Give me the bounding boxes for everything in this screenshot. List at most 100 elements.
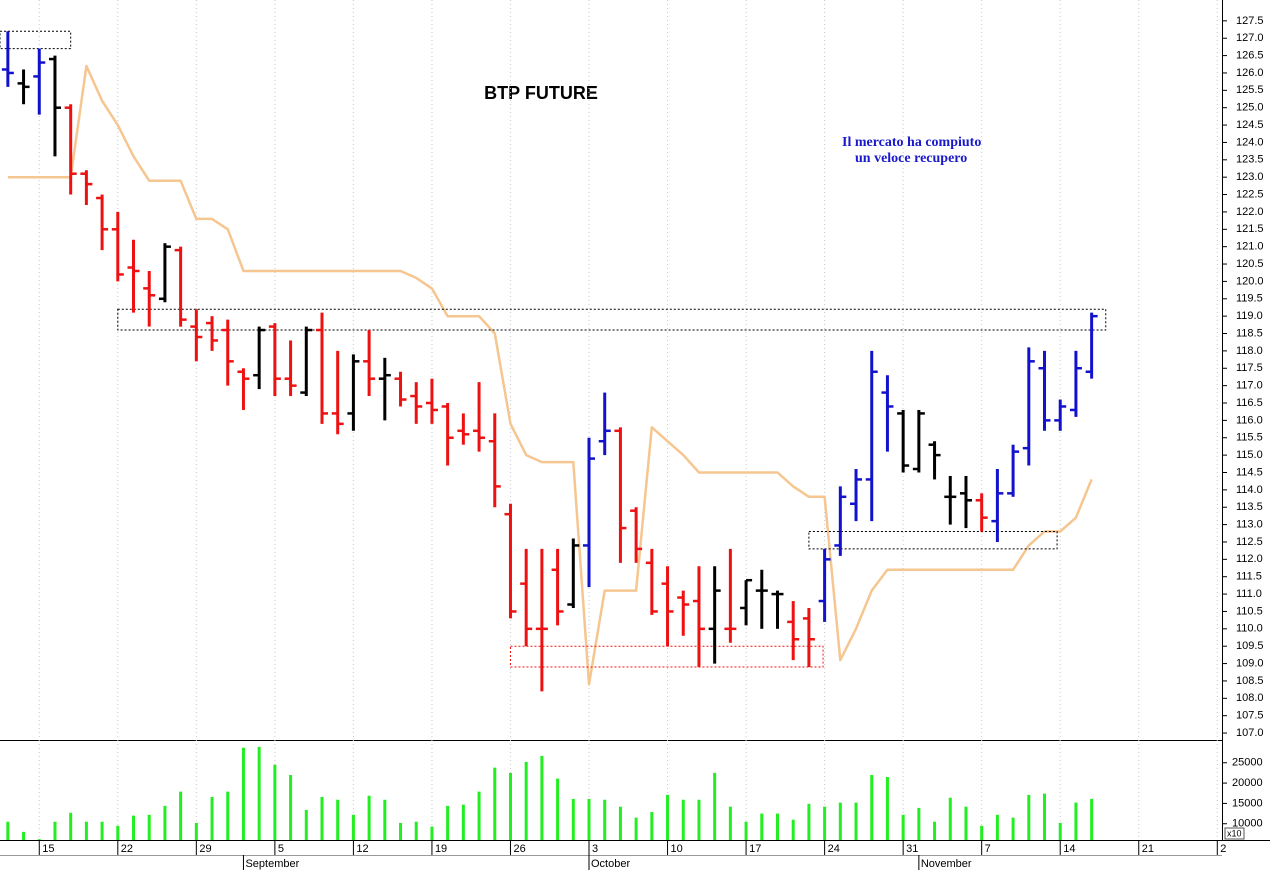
volume-bar	[383, 799, 387, 840]
y-tick-label: 118.0	[1236, 345, 1263, 357]
volume-bar	[823, 806, 827, 840]
y-tick-label: 127.0	[1236, 32, 1264, 44]
y-tick-label: 116.5	[1236, 397, 1263, 409]
volume-bar	[289, 774, 293, 840]
x-tick-label: 12	[356, 843, 368, 855]
volume-bar	[508, 772, 512, 840]
volume-bar	[100, 821, 104, 840]
volume-bar	[807, 803, 811, 840]
zone-box	[808, 531, 1058, 550]
y-tick-label: 125.0	[1236, 102, 1264, 114]
x-tick-label: 5	[278, 843, 284, 855]
volume-bar	[1058, 822, 1062, 840]
y-tick-label: 110.0	[1236, 623, 1263, 635]
volume-bar	[241, 747, 245, 840]
volume-bar	[1027, 794, 1031, 840]
x-tick-label: 3	[592, 843, 598, 855]
volume-bar	[540, 755, 544, 840]
y-tick-label: 20000	[1232, 777, 1263, 789]
x-tick-label: 21	[1142, 843, 1154, 855]
x-tick-label: 26	[513, 843, 525, 855]
volume-bar	[336, 799, 340, 840]
volume-bar	[854, 802, 858, 840]
y-tick-label: 119.0	[1236, 310, 1263, 322]
volume-bar	[618, 806, 622, 840]
volume-bar	[461, 804, 465, 840]
volume-bar	[257, 746, 261, 840]
volume-bar	[760, 813, 764, 840]
y-tick-label: 126.0	[1236, 67, 1264, 79]
y-tick-label: 117.5	[1236, 362, 1263, 374]
x-tick-label: 17	[749, 843, 761, 855]
y-tick-label: 108.0	[1236, 692, 1264, 704]
y-tick-label: 109.0	[1236, 657, 1264, 669]
volume-bar	[132, 815, 136, 840]
x-tick-label: 29	[199, 843, 211, 855]
volume-bar	[775, 813, 779, 840]
stop-line	[7, 64, 1093, 686]
y-tick-label: 122.0	[1236, 206, 1264, 218]
volume-bar	[446, 805, 450, 840]
month-label: September	[245, 858, 299, 870]
volume-bar	[1090, 798, 1094, 840]
y-tick-label: 126.5	[1236, 49, 1264, 61]
volume-bar	[650, 811, 654, 840]
y-tick-label: 108.5	[1236, 675, 1264, 687]
y-tick-label: 115.5	[1236, 432, 1263, 444]
y-tick-label: 122.5	[1236, 188, 1264, 200]
volume-bar	[430, 826, 434, 840]
volume-bar	[399, 822, 403, 840]
y-tick-label: 124.0	[1236, 136, 1264, 148]
volume-bar	[603, 799, 607, 840]
volume-bar	[1011, 817, 1015, 840]
volume-bar	[37, 839, 41, 840]
y-tick-label: 110.5	[1236, 605, 1263, 617]
volume-bar	[571, 798, 575, 840]
volume-bar	[713, 772, 717, 840]
volume-bar	[697, 799, 701, 840]
y-tick-label: 125.5	[1236, 84, 1264, 96]
volume-bar	[744, 821, 748, 840]
y-tick-label: 112.5	[1236, 536, 1263, 548]
volume-bar	[179, 791, 183, 840]
volume-bar	[304, 809, 308, 840]
y-tick-label: 112.0	[1236, 553, 1263, 565]
volume-bar	[69, 812, 73, 840]
y-tick-label: 127.5	[1236, 15, 1264, 27]
y-tick-label: 123.5	[1236, 154, 1264, 166]
axis-note-box	[1224, 827, 1245, 840]
y-tick-label: 120.0	[1236, 275, 1264, 287]
y-tick-label: 121.0	[1236, 241, 1264, 253]
volume-bar	[351, 814, 355, 840]
volume-bar	[870, 774, 874, 840]
volume-bar	[933, 821, 937, 840]
y-tick-label: 121.5	[1236, 223, 1264, 235]
y-tick-label: 111.5	[1236, 571, 1262, 583]
x-tick-label: 31	[906, 843, 918, 855]
y-tick-label: 10000	[1232, 818, 1263, 830]
volume-bar	[53, 821, 57, 840]
volume-bar	[980, 825, 984, 840]
axis-note: x10	[1227, 828, 1242, 838]
volume-bar	[6, 821, 10, 840]
y-tick-label: 107.5	[1236, 710, 1264, 722]
volume-bar	[273, 764, 277, 840]
zone-box	[117, 308, 1107, 331]
y-tick-label: 111.0	[1236, 588, 1262, 600]
volume-bar	[587, 798, 591, 840]
y-tick-label: 109.5	[1236, 640, 1264, 652]
volume-bar	[1074, 802, 1078, 840]
y-tick-label: 15000	[1232, 797, 1263, 809]
y-tick-label: 120.5	[1236, 258, 1264, 270]
x-tick-label: 7	[985, 843, 991, 855]
y-tick-label: 124.5	[1236, 119, 1264, 131]
volume-bar	[147, 814, 151, 840]
y-tick-label: 107.0	[1236, 727, 1264, 739]
volume-bar	[948, 797, 952, 840]
volume-bar	[477, 791, 481, 840]
chart-title: BTP FUTURE	[484, 83, 598, 103]
annotation: Il mercato ha compiuto	[842, 135, 981, 150]
y-tick-label: 113.5	[1236, 501, 1263, 513]
volume-bar	[210, 796, 214, 840]
